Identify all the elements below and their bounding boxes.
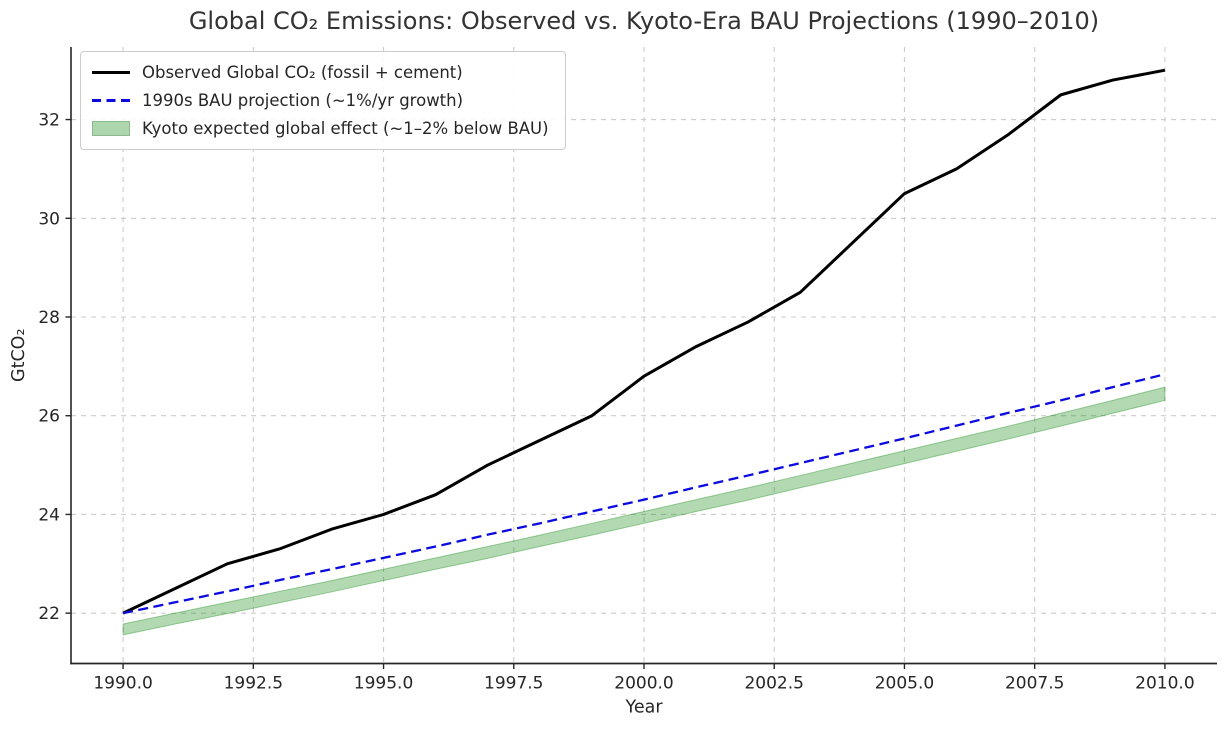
legend-label-observed: Observed Global CO₂ (fossil + cement) xyxy=(142,63,463,82)
x-tick-label: 2002.5 xyxy=(744,674,803,694)
x-axis-label: Year xyxy=(624,698,663,718)
legend-label-bau: 1990s BAU projection (~1%/yr growth) xyxy=(142,91,464,110)
y-tick-label: 24 xyxy=(38,505,60,525)
x-tick-label: 1995.0 xyxy=(354,674,413,694)
y-tick-label: 32 xyxy=(38,111,60,131)
y-tick-label: 22 xyxy=(38,604,60,624)
legend-label-kyoto-band: Kyoto expected global effect (~1–2% belo… xyxy=(142,119,549,138)
y-tick-label: 28 xyxy=(38,308,60,328)
kyoto-band-swatch xyxy=(92,121,130,136)
bau-line-swatch xyxy=(92,99,130,102)
kyoto-band xyxy=(122,386,1166,636)
legend-item-observed: Observed Global CO₂ (fossil + cement) xyxy=(92,60,549,85)
legend-item-kyoto-band: Kyoto expected global effect (~1–2% belo… xyxy=(92,116,549,141)
y-tick-label: 26 xyxy=(38,407,60,427)
observed-line xyxy=(122,68,1166,615)
observed-line-swatch xyxy=(92,70,130,75)
y-axis-label: GtCO₂ xyxy=(9,329,29,382)
y-tick-label: 30 xyxy=(38,209,60,229)
x-tick-label: 2000.0 xyxy=(614,674,673,694)
x-tick-label: 2007.5 xyxy=(1005,674,1064,694)
chart-title: Global CO₂ Emissions: Observed vs. Kyoto… xyxy=(188,7,1100,35)
x-tick-label: 1997.5 xyxy=(484,674,543,694)
bau-line xyxy=(122,373,1166,615)
x-tick-label: 2010.0 xyxy=(1135,674,1194,694)
x-tick-label: 2005.0 xyxy=(875,674,934,694)
legend-item-bau: 1990s BAU projection (~1%/yr growth) xyxy=(92,88,549,113)
x-tick-label: 1992.5 xyxy=(224,674,283,694)
x-tick-label: 1990.0 xyxy=(93,674,152,694)
legend: Observed Global CO₂ (fossil + cement) 19… xyxy=(80,51,566,150)
